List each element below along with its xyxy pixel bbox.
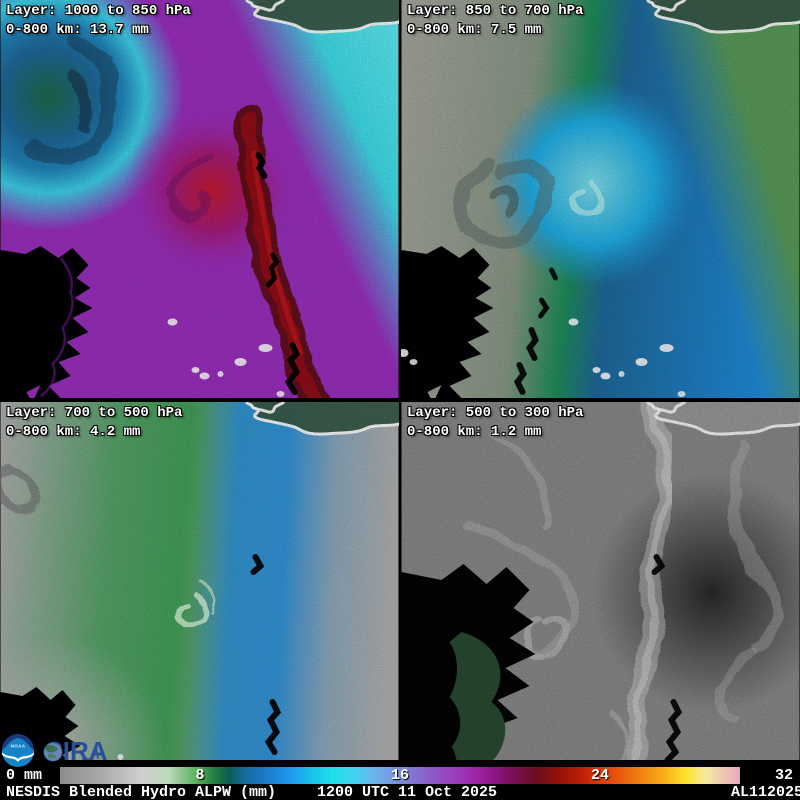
svg-text:NOAA: NOAA	[11, 744, 26, 749]
